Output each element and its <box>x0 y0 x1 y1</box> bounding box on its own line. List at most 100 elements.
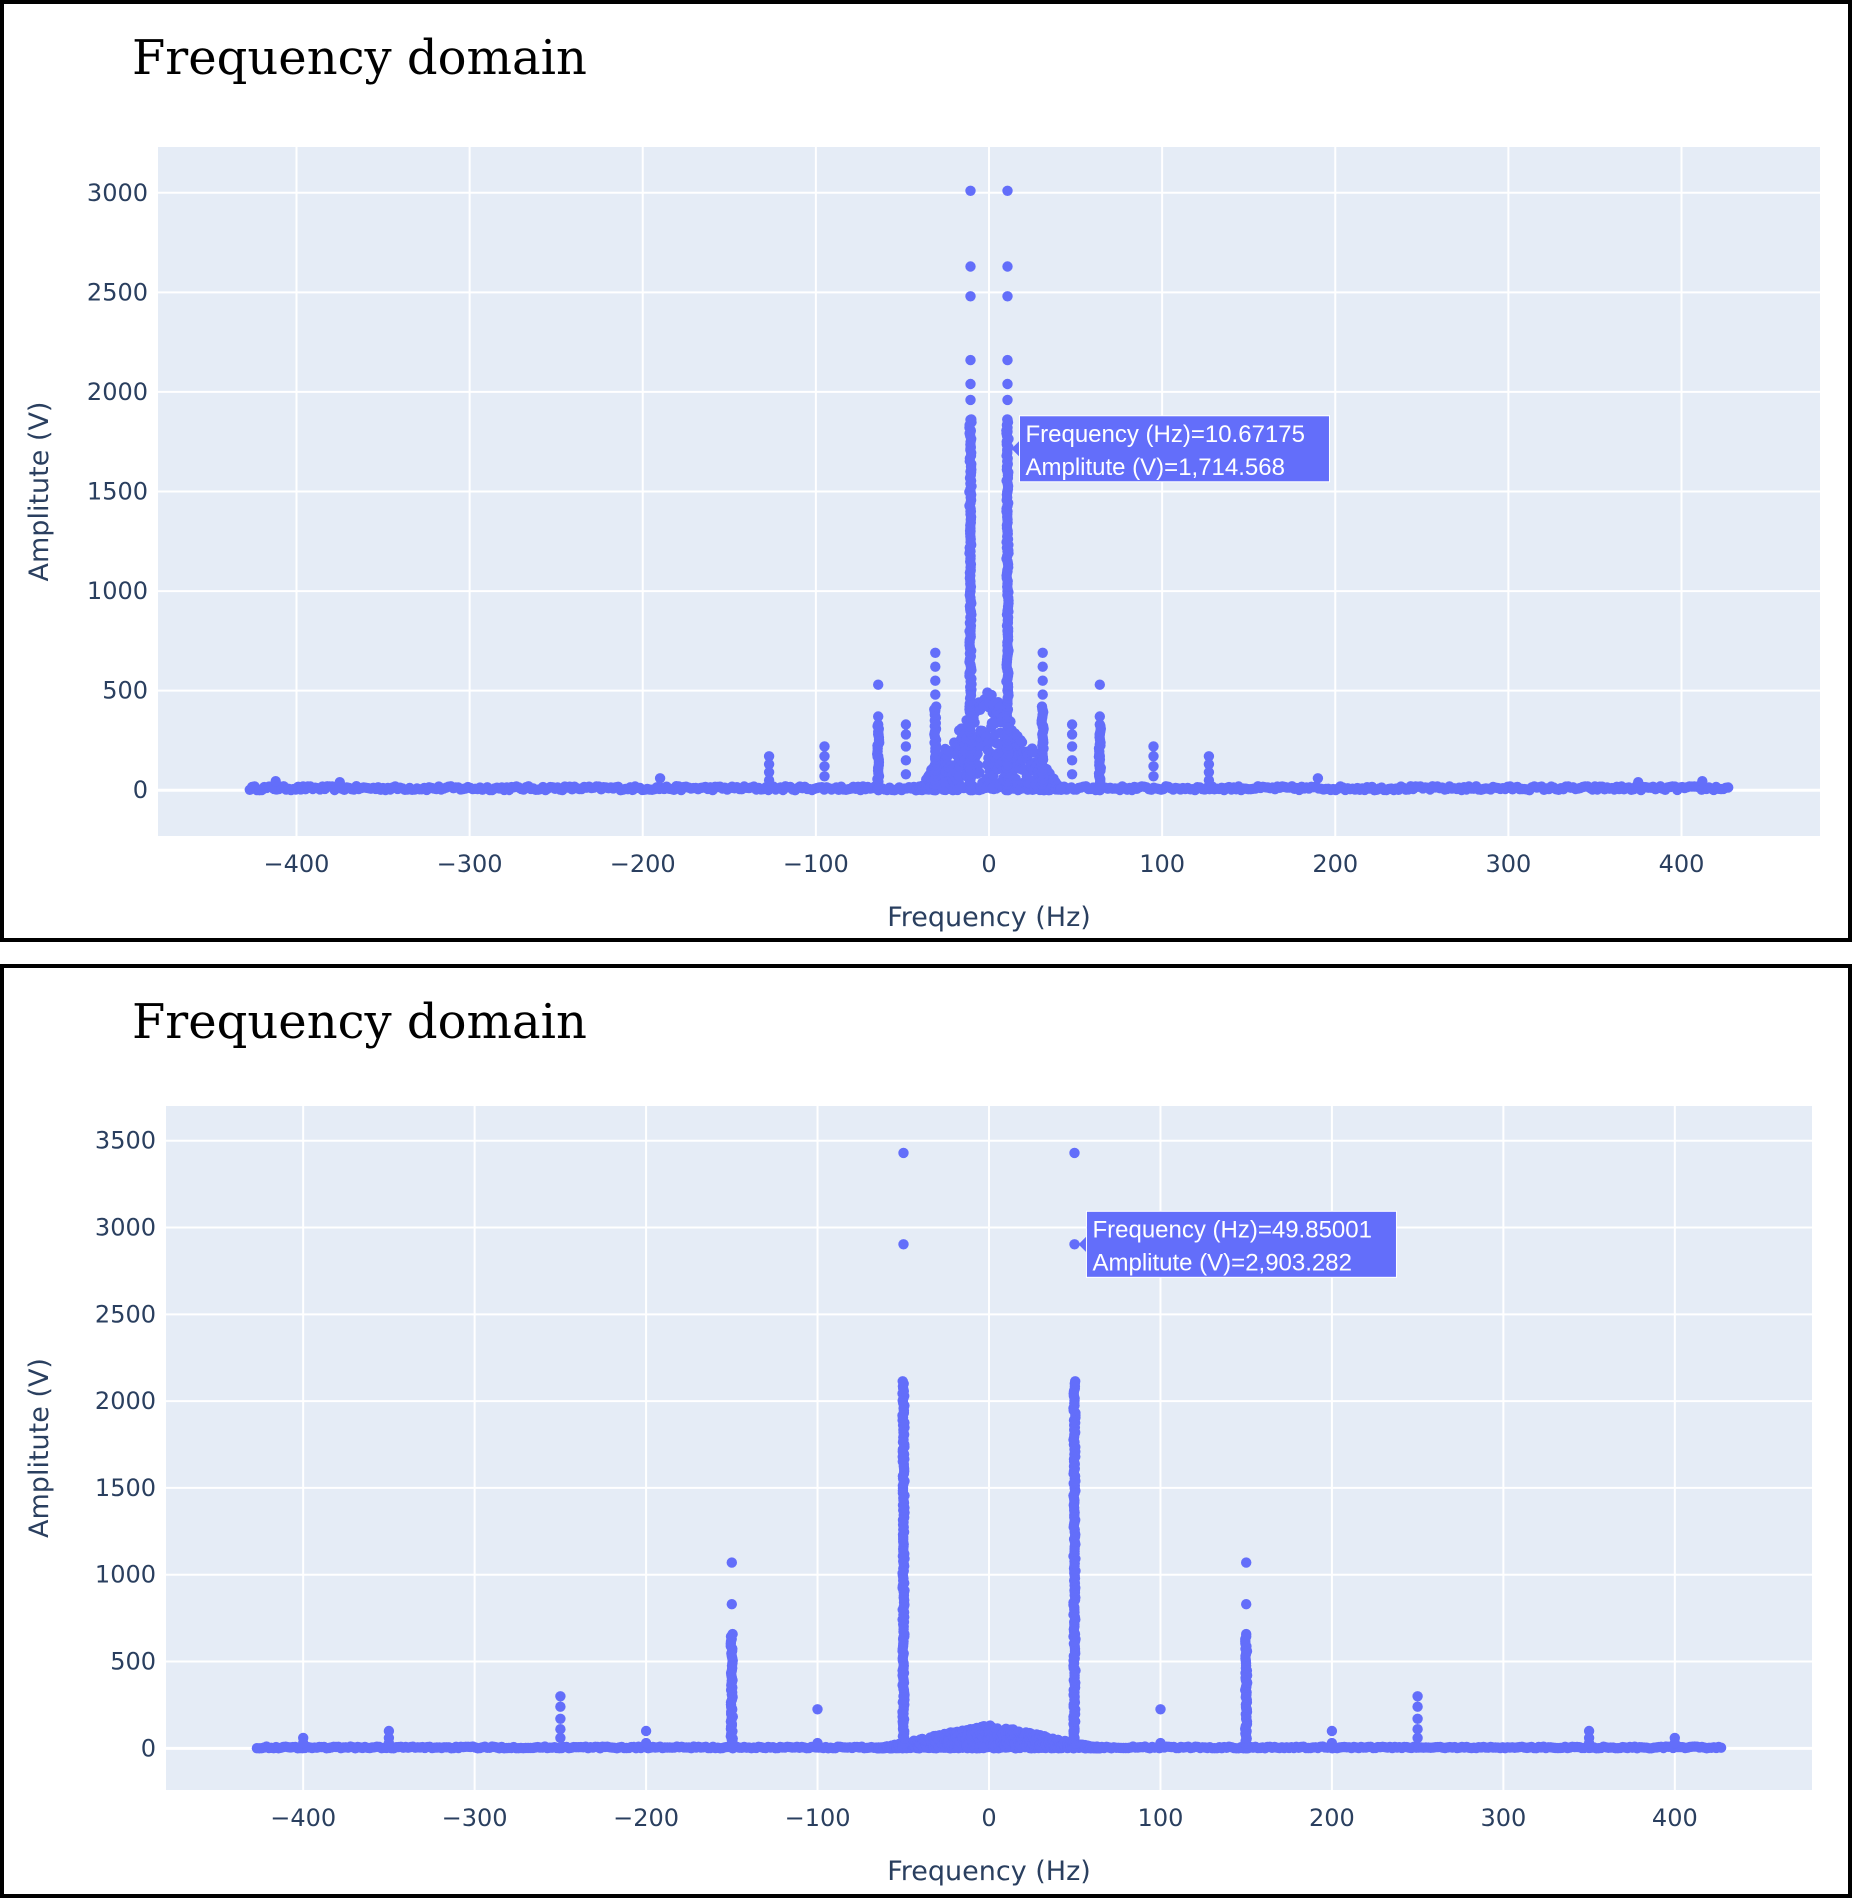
data-point[interactable] <box>819 761 830 772</box>
data-point[interactable] <box>1028 746 1039 758</box>
data-point[interactable] <box>1037 675 1048 686</box>
data-point[interactable] <box>965 261 976 272</box>
data-point[interactable] <box>900 769 912 780</box>
data-point[interactable] <box>1066 755 1078 766</box>
data-point[interactable] <box>726 1557 737 1568</box>
data-point[interactable] <box>1412 1713 1423 1724</box>
data-point[interactable] <box>930 661 941 672</box>
data-point[interactable] <box>974 767 985 778</box>
data-point[interactable] <box>1069 1147 1080 1159</box>
data-point[interactable] <box>872 720 883 732</box>
data-point[interactable] <box>965 185 976 196</box>
data-point[interactable] <box>1002 185 1013 196</box>
data-point[interactable] <box>1203 751 1215 762</box>
data-point[interactable] <box>965 291 976 302</box>
data-point[interactable] <box>819 771 830 782</box>
data-point[interactable] <box>900 729 912 740</box>
data-point[interactable] <box>1069 1239 1080 1250</box>
data-point[interactable] <box>270 776 281 787</box>
data-point[interactable] <box>1066 769 1078 780</box>
data-point[interactable] <box>1326 1737 1338 1749</box>
data-point[interactable] <box>1148 741 1159 752</box>
data-point[interactable] <box>819 751 830 762</box>
data-point[interactable] <box>1412 1732 1423 1744</box>
data-point[interactable] <box>1723 782 1734 793</box>
data-point[interactable] <box>1037 661 1048 672</box>
data-point[interactable] <box>1326 1725 1338 1737</box>
data-point[interactable] <box>986 689 997 701</box>
data-point[interactable] <box>1094 679 1106 690</box>
data-point[interactable] <box>1055 783 1066 795</box>
data-point[interactable] <box>555 1701 566 1712</box>
data-point[interactable] <box>726 1599 737 1610</box>
data-point[interactable] <box>640 1725 652 1737</box>
data-point[interactable] <box>1002 394 1013 406</box>
data-point[interactable] <box>334 777 345 788</box>
data-point[interactable] <box>555 1724 566 1735</box>
data-point[interactable] <box>965 378 976 390</box>
data-point[interactable] <box>763 751 775 762</box>
data-point[interactable] <box>1016 737 1028 748</box>
data-point[interactable] <box>1583 1737 1595 1749</box>
data-point[interactable] <box>1203 759 1215 770</box>
data-point[interactable] <box>1148 771 1159 782</box>
data-point[interactable] <box>654 773 666 784</box>
data-point[interactable] <box>1715 1742 1727 1753</box>
data-point[interactable] <box>898 1239 909 1250</box>
data-point[interactable] <box>555 1713 566 1724</box>
data-point[interactable] <box>1070 1376 1081 1387</box>
data-point[interactable] <box>298 1737 309 1749</box>
data-point[interactable] <box>727 1628 738 1640</box>
data-point[interactable] <box>1002 414 1013 425</box>
data-point[interactable] <box>1669 1737 1681 1749</box>
data-point[interactable] <box>1002 378 1013 390</box>
data-point[interactable] <box>1002 261 1013 272</box>
data-point[interactable] <box>1155 1737 1166 1749</box>
data-point[interactable] <box>1037 689 1048 700</box>
data-point[interactable] <box>1036 701 1048 712</box>
data-point[interactable] <box>812 1704 823 1715</box>
data-point[interactable] <box>1412 1724 1423 1735</box>
data-point[interactable] <box>640 1737 652 1749</box>
data-point[interactable] <box>873 711 884 722</box>
data-point[interactable] <box>763 767 775 778</box>
data-point[interactable] <box>1412 1701 1423 1712</box>
data-point[interactable] <box>763 759 775 770</box>
data-point[interactable] <box>931 701 942 712</box>
data-point[interactable] <box>1148 751 1159 762</box>
data-point[interactable] <box>383 1737 395 1749</box>
data-point[interactable] <box>965 394 976 406</box>
data-point[interactable] <box>873 679 884 690</box>
data-point[interactable] <box>763 775 775 786</box>
data-point[interactable] <box>1412 1691 1423 1702</box>
data-point[interactable] <box>1155 1704 1166 1715</box>
data-point[interactable] <box>900 755 912 766</box>
data-point[interactable] <box>1094 711 1106 722</box>
data-point[interactable] <box>1633 777 1644 788</box>
data-point[interactable] <box>812 1737 823 1749</box>
data-point[interactable] <box>1066 741 1078 752</box>
data-point[interactable] <box>965 354 976 366</box>
data-point[interactable] <box>1241 1628 1252 1640</box>
data-point[interactable] <box>1203 775 1215 786</box>
data-point[interactable] <box>1241 1557 1252 1568</box>
scatter-plot[interactable]: −400 −300 −200 −100 0 100 200 300 400 0 500 1000 150… <box>4 4 1848 938</box>
data-point[interactable] <box>555 1732 566 1744</box>
data-point[interactable] <box>900 719 912 730</box>
data-point[interactable] <box>1094 1743 1105 1754</box>
data-point[interactable] <box>1002 354 1013 366</box>
data-point[interactable] <box>897 1376 908 1387</box>
data-point[interactable] <box>1066 729 1078 740</box>
scatter-plot[interactable]: −400 −300 −200 −100 0 100 200 300 400 0 500 1000 150… <box>4 968 1848 1894</box>
data-point[interactable] <box>1148 761 1159 772</box>
data-point[interactable] <box>966 414 977 425</box>
data-point[interactable] <box>900 741 912 752</box>
data-point[interactable] <box>1095 720 1106 732</box>
data-point[interactable] <box>1203 767 1215 778</box>
data-point[interactable] <box>1002 291 1013 302</box>
data-point[interactable] <box>930 647 941 658</box>
data-point[interactable] <box>819 741 830 752</box>
data-point[interactable] <box>555 1691 566 1702</box>
data-point[interactable] <box>1241 1599 1252 1610</box>
data-point[interactable] <box>1312 773 1324 784</box>
